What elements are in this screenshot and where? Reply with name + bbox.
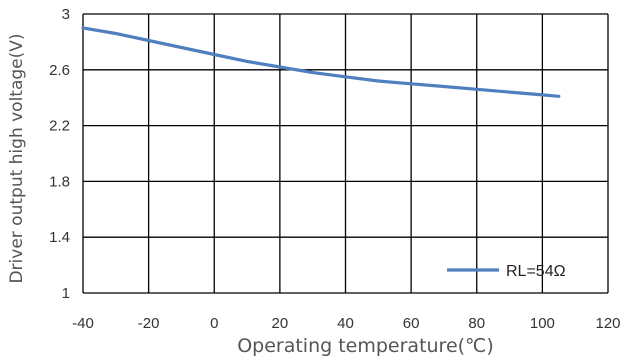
series-line-0 [81,26,561,98]
grid [82,13,609,294]
x-tick-label: 80 [468,315,485,332]
x-tick-label: 0 [210,315,218,332]
x-tick-label: 40 [337,315,354,332]
x-axis-label: Operating temperature(℃) [237,335,494,357]
y-tick-label: 2.6 [49,62,70,79]
legend: RL=54Ω [447,263,566,280]
x-tick-label: 60 [403,315,420,332]
x-tick-label: 20 [272,315,289,332]
legend-label: RL=54Ω [506,263,566,280]
x-tick-label: -20 [138,315,160,332]
series-lines [81,26,561,98]
y-tick-label: 3 [62,6,70,23]
y-tick-label: 1.8 [49,173,70,190]
y-tick-label: 2.2 [49,118,70,135]
x-tick-label: 120 [595,315,620,332]
x-tick-label: 100 [530,315,555,332]
y-tick-label: 1.4 [49,229,70,246]
x-tick-labels: -40 -20 0 20 40 60 80 100 120 [72,315,620,332]
y-axis-label: Driver output high voltage(V) [7,33,27,283]
x-tick-label: -40 [72,315,94,332]
y-tick-label: 1 [62,285,70,302]
y-tick-labels: 1 1.4 1.8 2.2 2.6 3 [49,6,70,302]
